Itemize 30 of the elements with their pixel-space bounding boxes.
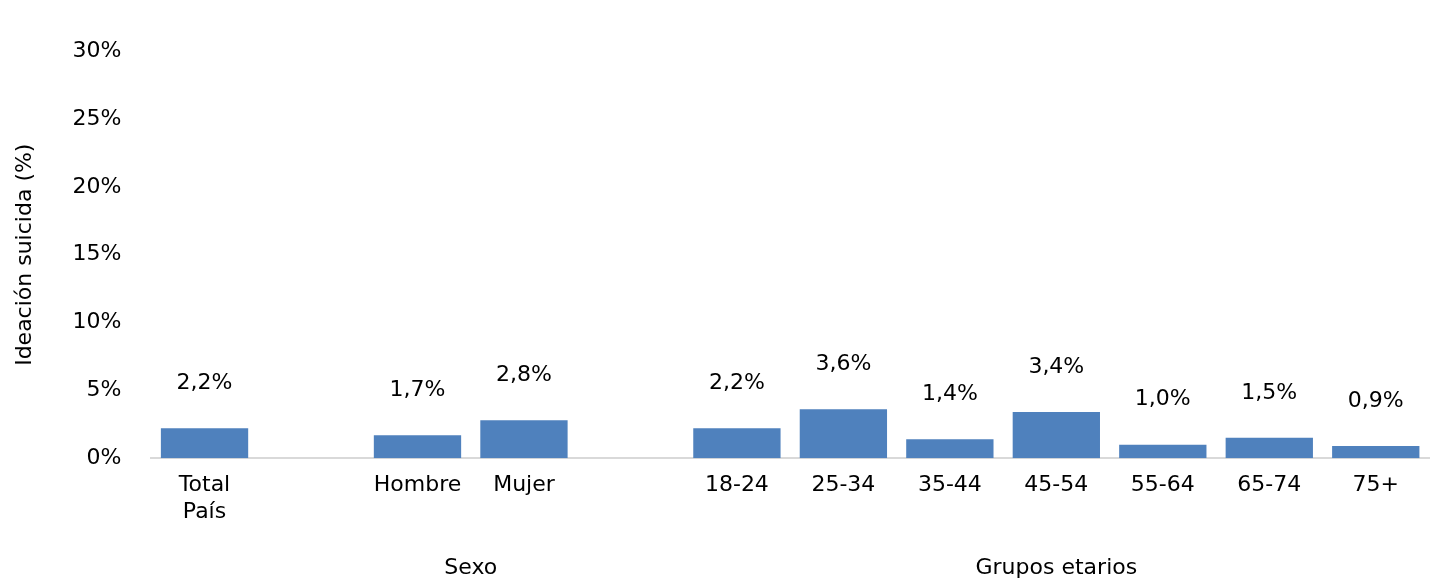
y-tick-label: 15% — [72, 240, 122, 266]
y-tick-label: 30% — [72, 36, 122, 62]
data-label: 2,8% — [496, 360, 552, 386]
y-tick-label: 20% — [72, 172, 122, 198]
data-label: 1,4% — [921, 379, 978, 405]
text: Grupos etarios — [975, 553, 1138, 579]
x-tick-label: 35-44 — [917, 471, 982, 497]
y-tick-label: 10% — [72, 308, 122, 334]
x-tick-label: 18-24 — [704, 471, 769, 497]
x-tick-label: Mujer — [493, 471, 556, 497]
data-label: 2,2% — [176, 369, 233, 395]
x-tick-label: Hombre — [373, 471, 462, 497]
text: Sexo — [444, 553, 498, 579]
data-label: 3,4% — [1028, 352, 1085, 378]
x-tick-label: 25-34 — [811, 471, 876, 497]
data-label: 1,5% — [1241, 378, 1298, 404]
data-label: 1,0% — [1134, 385, 1191, 411]
y-tick-label: 25% — [72, 104, 122, 130]
x-tick-label: Total País — [177, 471, 231, 523]
x-tick-label: 45-54 — [1024, 471, 1089, 497]
x-tick-label: 75+ — [1352, 471, 1399, 497]
y-tick-label: 5% — [86, 376, 122, 402]
x-tick-label: 55-64 — [1130, 471, 1195, 497]
data-label: 3,6% — [815, 350, 872, 376]
x-tick-label: 65-74 — [1237, 471, 1302, 497]
data-label: 0,9% — [1347, 386, 1404, 412]
data-label: 2,2% — [708, 369, 765, 395]
y-tick-label: 0% — [86, 443, 122, 469]
data-label: 1,7% — [389, 375, 446, 401]
y-axis-title: Ideación suicida (%) — [10, 143, 36, 366]
